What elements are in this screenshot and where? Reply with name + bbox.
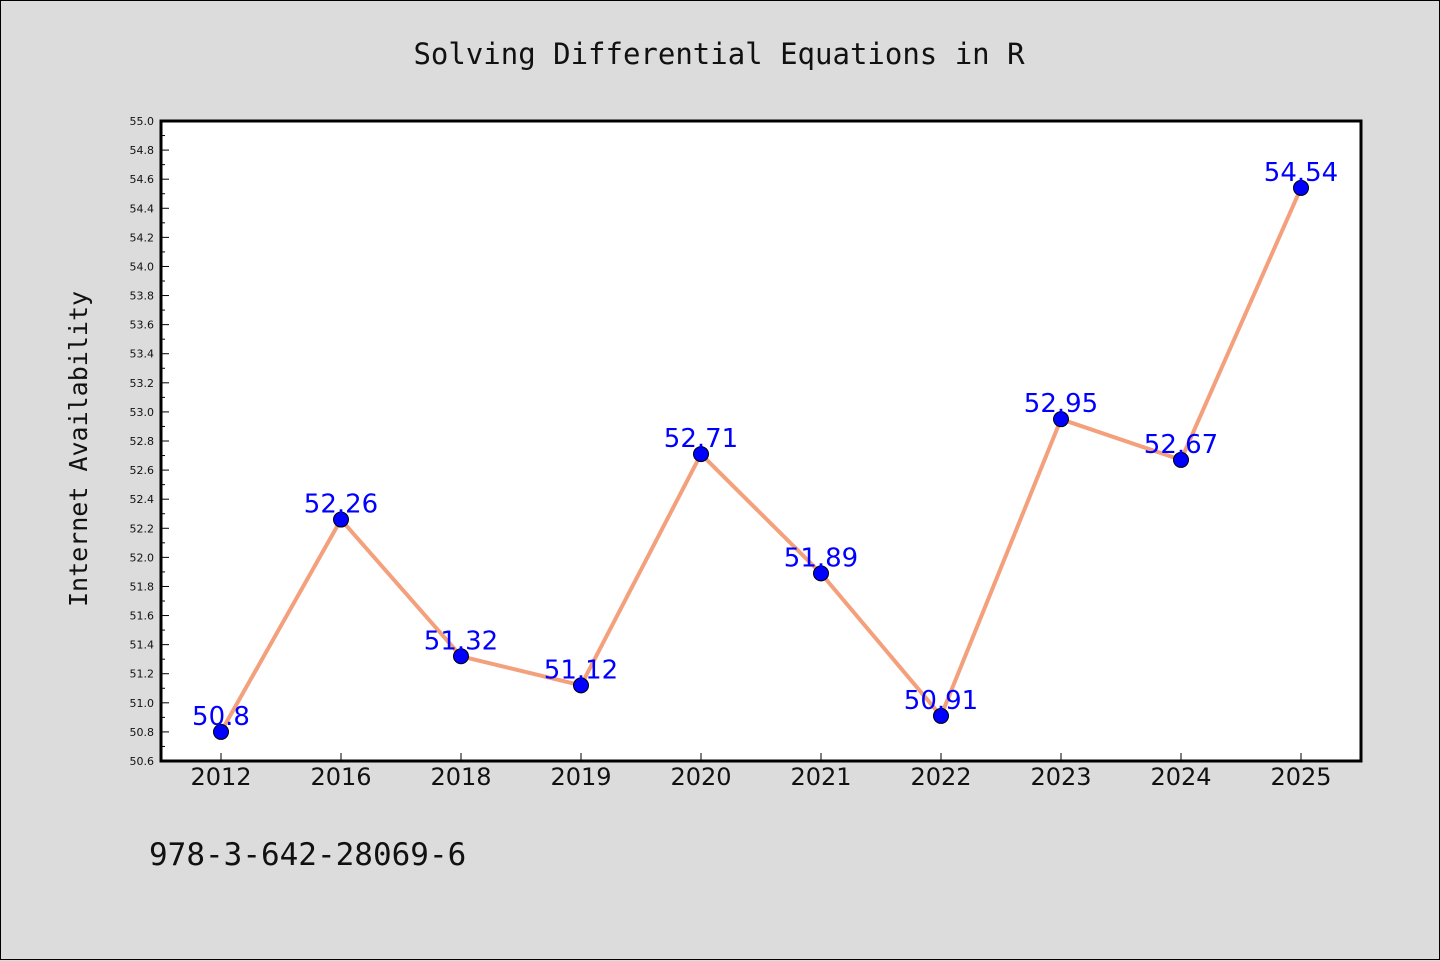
x-tick-label: 2016 (310, 763, 371, 791)
data-label: 52.71 (664, 424, 738, 454)
data-label: 51.32 (424, 626, 498, 656)
data-point (1293, 179, 1309, 196)
y-tick-label: 50.8 (130, 726, 155, 739)
x-axis: 2012 2016 2018 2019 2020 2021 2022 2023 2024 2025 (190, 753, 1332, 791)
x-tick-label: 2019 (550, 763, 611, 791)
x-tick-label: 2025 (1270, 763, 1331, 791)
data-point (573, 677, 589, 694)
y-tick-label: 52.6 (130, 464, 155, 477)
x-tick-label: 2021 (790, 763, 851, 791)
x-tick-label: 2023 (1030, 763, 1091, 791)
y-tick-label: 51.0 (130, 697, 155, 710)
y-tick-label: 55.0 (130, 115, 155, 128)
y-tick-label: 51.2 (130, 668, 155, 681)
y-tick-label: 53.2 (130, 377, 155, 390)
data-point (813, 565, 829, 582)
data-label: 52.67 (1144, 430, 1218, 460)
y-tick-label: 54.0 (130, 260, 155, 273)
y-tick-label: 51.4 (130, 639, 155, 652)
data-point (1173, 451, 1189, 468)
y-tick-label: 51.8 (130, 580, 155, 593)
y-tick-label: 53.6 (130, 319, 155, 332)
data-label: 51.12 (544, 655, 618, 685)
y-tick-label: 52.4 (130, 493, 155, 506)
y-tick-label: 50.6 (130, 755, 155, 768)
series-line (219, 185, 1303, 734)
y-tick-label: 53.0 (130, 406, 155, 419)
data-label: 50.8 (192, 702, 250, 732)
y-tick-label: 53.4 (130, 348, 155, 361)
x-tick-label: 2022 (910, 763, 971, 791)
data-label: 50.91 (904, 686, 978, 716)
data-labels: 50.8 52.26 51.32 51.12 52.71 51.89 50.91 52.95 5… (192, 158, 1338, 732)
data-label: 52.26 (304, 490, 378, 520)
data-point (933, 707, 949, 724)
y-tick-label: 52.8 (130, 435, 155, 448)
data-point (1053, 411, 1069, 428)
data-label: 54.54 (1264, 158, 1338, 188)
y-axis-label: Internet Availability (64, 291, 93, 607)
y-tick-label: 52.0 (130, 551, 155, 564)
data-point (453, 648, 469, 665)
data-point (693, 446, 709, 463)
x-tick-label: 2024 (1150, 763, 1211, 791)
x-tick-label: 2020 (670, 763, 731, 791)
y-tick-label: 53.8 (130, 290, 155, 303)
isbn-footer: 978-3-642-28069-6 (149, 837, 466, 873)
y-tick-label: 54.8 (130, 144, 155, 157)
x-tick-label: 2012 (190, 763, 251, 791)
y-tick-label: 52.2 (130, 522, 155, 535)
y-tick-label: 54.4 (130, 202, 155, 215)
y-tick-label: 54.2 (130, 231, 155, 244)
series (213, 179, 1309, 740)
data-label: 52.95 (1024, 389, 1098, 419)
plot-area (161, 121, 1361, 761)
y-axis: 50.6 50.8 51.0 51.2 51.4 51.6 51.8 52.0 52.2 52.4… (130, 115, 169, 768)
y-tick-label: 51.6 (130, 610, 155, 623)
data-label: 51.89 (784, 543, 858, 573)
chart-title: Solving Differential Equations in R (413, 37, 1025, 71)
data-point (213, 723, 229, 740)
y-tick-label: 54.6 (130, 173, 155, 186)
data-point (333, 511, 349, 528)
x-tick-label: 2018 (430, 763, 491, 791)
plot-frame (159, 119, 1363, 763)
